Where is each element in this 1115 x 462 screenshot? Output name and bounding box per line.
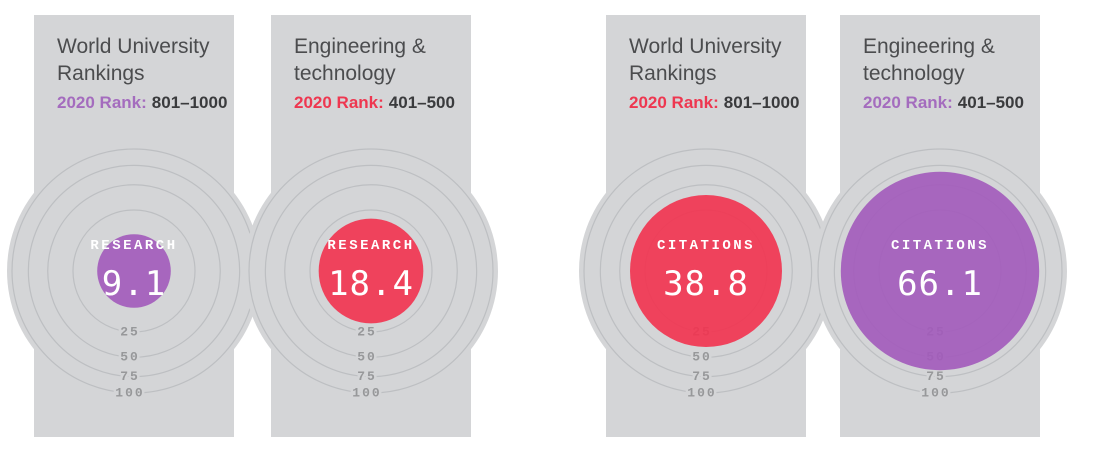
scale-ring-25 [72,209,196,333]
scorecard-panel-eng-research: Engineering & technology 2020 Rank: 401–5… [244,15,498,437]
scale-ring-75 [27,164,241,378]
panel-header: Engineering & technology 2020 Rank: 401–5… [840,15,1040,113]
scale-tick-label-75: 75 [120,369,140,384]
metric-label: CITATIONS [657,238,755,254]
rank-year-label: 2020 Rank: [294,93,384,112]
scale-ring-50 [47,184,221,358]
panel-title: World University Rankings [57,35,210,85]
rank-year-label: 2020 Rank: [629,93,719,112]
scale-ring-100 [817,148,1063,394]
rank-line: 2020 Rank: 801–1000 [629,93,799,113]
rank-line: 2020 Rank: 801–1000 [57,93,227,113]
scale-tick-label-25: 25 [357,324,377,339]
bullseye-chart: 255075100CITATIONS38.8 [579,144,833,403]
scale-tick-label-50: 50 [357,350,377,365]
scorecard-panel-eng-citations: Engineering & technology 2020 Rank: 401–5… [813,15,1067,437]
rank-line: 2020 Rank: 401–500 [294,93,457,113]
scale-tick-label-100: 100 [921,385,950,400]
rank-range-value: 401–500 [388,93,455,112]
score-bubble [97,234,171,308]
panel-title: Engineering & technology [863,35,995,85]
scale-tick-label-100: 100 [115,385,144,400]
panel-header: World University Rankings 2020 Rank: 801–… [606,15,806,113]
scale-ring-75 [833,164,1047,378]
score-bubble [318,218,424,324]
scale-ring-50 [619,184,793,358]
rank-year-label: 2020 Rank: [57,93,147,112]
score-bubble [630,195,782,347]
scale-tick-label-100: 100 [687,385,716,400]
bullseye-chart: 255075100CITATIONS66.1 [813,144,1067,403]
scale-ring-25 [309,209,433,333]
scale-tick-label-100: 100 [352,385,381,400]
scale-ring-50 [284,184,458,358]
rank-year-label: 2020 Rank: [863,93,953,112]
scale-tick-label-50: 50 [120,350,140,365]
score-value: 9.1 [102,264,166,304]
scale-tick-label-50: 50 [692,350,712,365]
rank-line: 2020 Rank: 401–500 [863,93,1026,113]
scale-ring-75 [599,164,813,378]
panel-title: Engineering & technology [294,35,426,85]
score-value: 18.4 [328,264,414,304]
scale-ring-75 [264,164,478,378]
metric-label: RESEARCH [90,238,177,254]
scale-tick-label-75: 75 [926,369,946,384]
scale-tick-label-25: 25 [120,324,140,339]
score-value: 66.1 [897,264,983,304]
rank-range-value: 801–1000 [151,93,228,112]
metric-label: RESEARCH [327,238,414,254]
scale-tick-label-75: 75 [692,369,712,384]
rank-range-value: 801–1000 [723,93,800,112]
panel-header: Engineering & technology 2020 Rank: 401–5… [271,15,471,113]
scorecard-panel-wur-citations: World University Rankings 2020 Rank: 801–… [579,15,833,437]
panel-title: World University Rankings [629,35,782,85]
score-value: 38.8 [663,264,749,304]
scale-ring-100 [248,148,494,394]
metric-label: CITATIONS [891,238,989,254]
scale-tick-label-75: 75 [357,369,377,384]
panel-header: World University Rankings 2020 Rank: 801–… [34,15,234,113]
scorecard-panel-wur-research: World University Rankings 2020 Rank: 801–… [7,15,261,437]
rank-range-value: 401–500 [957,93,1024,112]
score-bubble [840,171,1040,371]
